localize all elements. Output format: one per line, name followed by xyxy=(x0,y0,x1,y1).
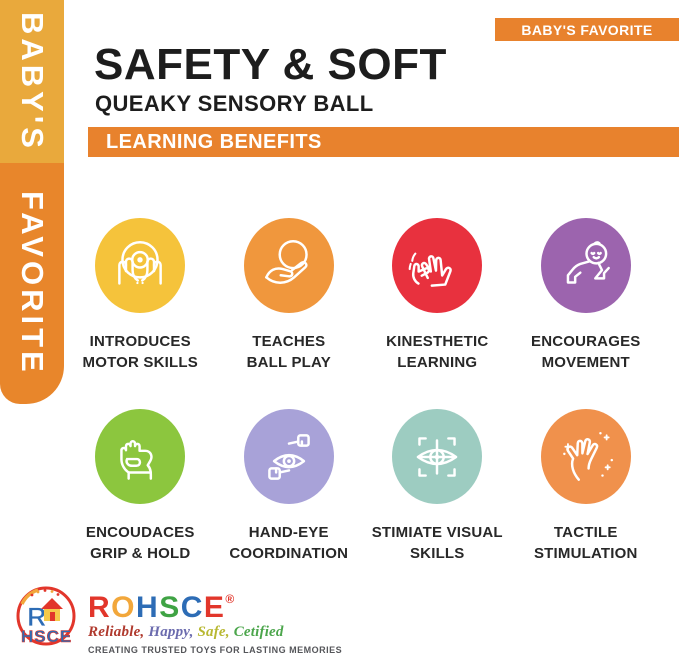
hand-holding-ball-icon xyxy=(264,239,308,284)
benefit-label: HAND-EYE COORDINATION xyxy=(229,524,349,562)
benefit-item: ENCOUDACES GRIP & HOLD xyxy=(66,409,215,564)
side-ribbon-top: BABY'S xyxy=(0,0,64,163)
clapping-hands-icon xyxy=(408,252,453,287)
eye-with-hands-icon xyxy=(267,433,310,480)
learning-benefits-bar: LEARNING BENEFITS xyxy=(88,127,679,157)
cradle-hands-ball-icon xyxy=(118,240,163,285)
page-subtitle: QUEAKY SENSORY BALL xyxy=(95,91,374,116)
side-ribbon-bottom: FAVORITE xyxy=(0,163,64,404)
benefit-item: HAND-EYE COORDINATION xyxy=(215,409,364,564)
benefit-label: ENCOURAGES MOVEMENT xyxy=(530,333,641,371)
svg-text:HSCE: HSCE xyxy=(21,627,72,646)
brand-slogan: CREATING TRUSTED TOYS FOR LASTING MEMORI… xyxy=(88,645,343,655)
benefit-label: KINESTHETIC LEARNING xyxy=(386,333,489,371)
favorite-badge-label: BABY'S FAVORITE xyxy=(521,21,653,38)
open-hand-sparkles-icon xyxy=(562,431,613,481)
svg-text:R: R xyxy=(27,602,47,632)
benefit-circle xyxy=(540,218,631,313)
fist-grip-icon xyxy=(120,439,153,480)
page-title: SAFETY & SOFT xyxy=(94,40,447,89)
benefit-label: TEACHES BALL PLAY xyxy=(246,333,331,371)
benefit-circle xyxy=(392,218,483,313)
benefit-item: TACTILE STIMULATION xyxy=(512,409,661,564)
brand-wordmark: ROHSCE xyxy=(88,591,226,624)
benefit-item: STIMIATE VISUAL SKILLS xyxy=(363,409,512,564)
footer-brand-block: ROHSCE® Reliable, Happy, Safe, Cetified … xyxy=(88,592,342,655)
benefit-label: STIMIATE VISUAL SKILLS xyxy=(371,524,503,562)
crawling-baby-icon xyxy=(566,240,610,284)
learning-benefits-label: LEARNING BENEFITS xyxy=(106,130,322,153)
benefit-item: KINESTHETIC LEARNING xyxy=(363,218,512,373)
benefit-circle xyxy=(243,218,334,313)
registered-mark: ® xyxy=(225,592,235,606)
side-ribbon-bottom-label: FAVORITE xyxy=(15,191,50,376)
favorite-badge: BABY'S FAVORITE xyxy=(495,18,679,41)
benefit-circle xyxy=(392,409,483,504)
benefit-circle xyxy=(243,409,334,504)
benefit-circle xyxy=(540,409,631,504)
benefit-label: ENCOUDACES GRIP & HOLD xyxy=(85,524,195,562)
eye-focus-icon xyxy=(416,436,458,477)
benefits-grid: INTRODUCES MOTOR SKILLS TEACHES BALL PLA… xyxy=(66,218,660,564)
brand-tagline: Reliable, Happy, Safe, Cetified xyxy=(88,624,284,640)
side-ribbon-top-label: BABY'S xyxy=(15,11,50,152)
benefit-circle xyxy=(95,218,186,313)
side-ribbon: BABY'S FAVORITE xyxy=(0,0,64,404)
benefit-circle xyxy=(95,409,186,504)
benefit-label: INTRODUCES MOTOR SKILLS xyxy=(82,333,198,371)
benefit-item: INTRODUCES MOTOR SKILLS xyxy=(66,218,215,373)
rohsce-logo: R HSCE xyxy=(16,586,76,646)
benefit-label: TACTILE STIMULATION xyxy=(533,524,638,562)
benefit-item: TEACHES BALL PLAY xyxy=(215,218,364,373)
benefit-item: ENCOURAGES MOVEMENT xyxy=(512,218,661,373)
